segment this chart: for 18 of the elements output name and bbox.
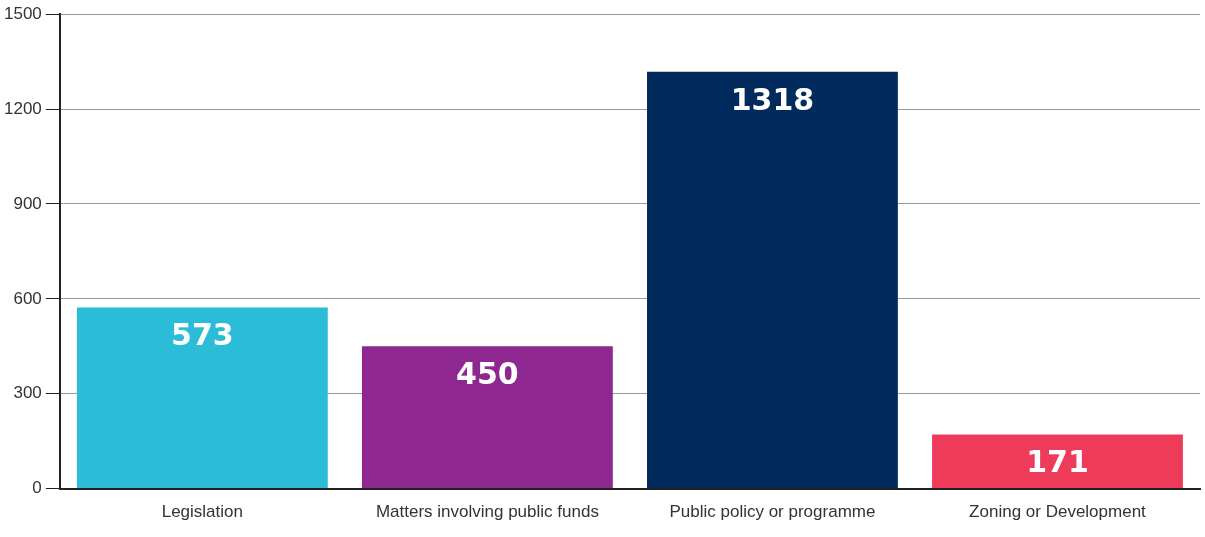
bar xyxy=(361,346,613,489)
bar xyxy=(932,434,1183,489)
x-tick-label: Legislation xyxy=(161,502,243,522)
data-label: 450 xyxy=(456,356,519,392)
y-tick-label: 900 xyxy=(13,193,42,213)
y-tick-label: 300 xyxy=(13,383,42,403)
x-tick-label: Public policy or programme xyxy=(669,502,876,522)
y-tick-label: 0 xyxy=(32,478,42,498)
x-tick-label: Zoning or Development xyxy=(969,502,1147,522)
data-label: 171 xyxy=(1026,444,1089,480)
y-tick-label: 1200 xyxy=(3,98,42,118)
bar xyxy=(647,71,898,489)
y-tick-label: 600 xyxy=(13,288,42,308)
bar xyxy=(76,307,328,489)
y-tick-label: 1500 xyxy=(3,3,42,23)
data-label: 1318 xyxy=(730,81,815,117)
data-label: 573 xyxy=(171,317,234,353)
x-tick-label: Matters involving public funds xyxy=(375,502,599,522)
